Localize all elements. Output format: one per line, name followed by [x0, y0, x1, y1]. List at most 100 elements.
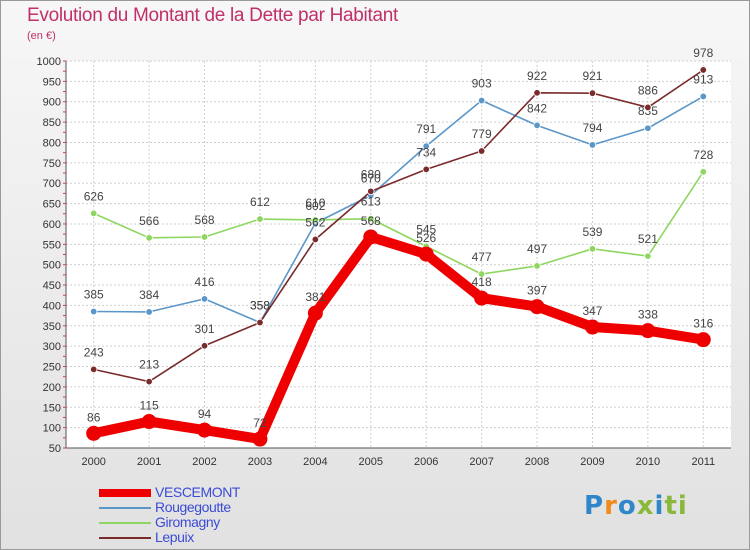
y-tick-label: 150	[43, 402, 61, 414]
logo-letter: x	[636, 491, 655, 521]
y-tick-label: 400	[43, 300, 61, 312]
data-point-vescemont	[141, 414, 157, 430]
data-label-rougegoutte: 835	[638, 104, 658, 118]
data-point-giromagny	[200, 233, 209, 241]
data-label-vescemont: 418	[472, 275, 492, 289]
data-point-giromagny	[533, 262, 541, 270]
data-label-giromagny: 612	[250, 195, 270, 209]
data-point-giromagny	[90, 209, 98, 218]
y-tick-label: 950	[43, 76, 61, 88]
y-tick-label: 50	[49, 443, 61, 455]
data-point-giromagny	[699, 168, 707, 176]
legend-item: VESCEMONT	[99, 485, 240, 500]
x-tick-label: 2006	[414, 456, 438, 468]
logo-letter: o	[617, 491, 637, 521]
data-label-giromagny: 610	[305, 196, 325, 210]
y-tick-label: 350	[43, 321, 61, 333]
data-point-giromagny	[588, 245, 597, 253]
data-label-vescemont: 347	[582, 304, 602, 318]
y-tick-label: 900	[43, 97, 61, 109]
legend-label: VESCEMONT	[155, 484, 241, 500]
legend-item: Rougegoutte	[99, 500, 240, 515]
logo-letter: i	[654, 491, 665, 521]
y-tick-label: 450	[43, 280, 61, 292]
y-tick-label: 200	[43, 382, 61, 394]
data-point-rougegoutte	[422, 142, 430, 150]
y-tick-label: 300	[43, 341, 61, 353]
data-label-lepuix: 358	[250, 299, 270, 313]
legend-swatch	[99, 488, 151, 497]
data-label-giromagny: 545	[416, 222, 436, 236]
y-tick-label: 600	[43, 219, 61, 231]
x-tick-label: 2002	[192, 456, 216, 468]
chart-subtitle: (en €)	[27, 30, 56, 42]
data-point-vescemont	[418, 246, 434, 262]
y-tick-label: 800	[43, 137, 61, 149]
y-tick-label: 550	[43, 239, 61, 251]
data-point-vescemont	[474, 290, 490, 306]
data-point-giromagny	[477, 270, 486, 278]
data-point-giromagny	[256, 215, 264, 223]
data-label-giromagny: 521	[638, 232, 658, 246]
data-point-vescemont	[640, 323, 656, 339]
data-point-lepuix	[533, 89, 541, 97]
data-label-giromagny: 566	[139, 214, 159, 228]
data-point-rougegoutte	[644, 124, 652, 132]
data-label-vescemont: 381	[305, 290, 325, 304]
data-point-vescemont	[197, 422, 213, 438]
data-label-giromagny: 477	[472, 250, 492, 264]
x-tick-label: 2003	[248, 456, 272, 468]
data-label-vescemont: 568	[361, 214, 381, 228]
data-point-vescemont	[529, 299, 545, 315]
y-tick-label: 750	[43, 158, 61, 170]
data-point-vescemont	[307, 305, 323, 321]
data-point-vescemont	[695, 332, 711, 348]
x-tick-label: 2008	[525, 456, 549, 468]
legend-swatch	[99, 506, 151, 509]
legend-swatch	[99, 536, 151, 539]
data-label-vescemont: 526	[416, 231, 436, 245]
data-label-giromagny: 497	[527, 242, 547, 256]
y-tick-label: 650	[43, 199, 61, 211]
data-point-rougegoutte	[477, 96, 486, 105]
data-label-lepuix: 779	[472, 127, 492, 141]
data-point-rougegoutte	[588, 141, 597, 149]
data-label-rougegoutte: 358	[250, 299, 270, 313]
data-label-giromagny: 626	[84, 189, 104, 203]
x-tick-label: 2004	[303, 456, 327, 468]
data-point-lepuix	[588, 89, 597, 97]
plot-area	[66, 61, 731, 448]
data-label-giromagny: 728	[693, 148, 713, 162]
data-label-lepuix: 922	[527, 69, 547, 83]
y-tick-label: 250	[43, 362, 61, 374]
logo-letter: P	[584, 491, 605, 521]
data-point-giromagny	[367, 214, 375, 223]
data-label-rougegoutte: 602	[305, 199, 325, 213]
data-label-vescemont: 94	[198, 407, 212, 421]
data-point-lepuix	[477, 147, 486, 155]
data-point-rougegoutte	[200, 295, 209, 303]
data-label-rougegoutte: 903	[472, 77, 492, 91]
x-tick-label: 2007	[469, 456, 493, 468]
data-label-lepuix: 978	[693, 46, 713, 60]
data-point-vescemont	[363, 229, 379, 245]
data-point-lepuix	[367, 187, 375, 196]
data-label-lepuix: 301	[195, 322, 215, 336]
data-point-giromagny	[145, 234, 153, 242]
data-point-rougegoutte	[699, 92, 707, 101]
data-point-lepuix	[311, 235, 320, 244]
y-tick-label: 1000	[37, 56, 61, 68]
data-point-rougegoutte	[90, 307, 98, 316]
data-label-lepuix: 921	[582, 69, 602, 83]
data-label-rougegoutte: 913	[693, 72, 713, 86]
legend-label: Lepuix	[155, 529, 194, 545]
y-tick-label: 850	[43, 117, 61, 129]
data-point-vescemont	[86, 425, 102, 441]
data-label-giromagny: 539	[582, 225, 602, 239]
x-tick-label: 2009	[580, 456, 604, 468]
data-label-rougegoutte: 384	[139, 288, 159, 302]
data-point-lepuix	[200, 342, 209, 350]
data-point-lepuix	[422, 165, 430, 174]
x-tick-label: 2010	[636, 456, 660, 468]
